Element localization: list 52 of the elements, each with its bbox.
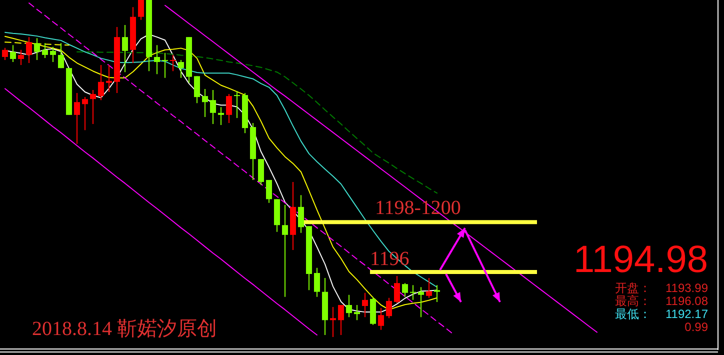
text: 1196.08 <box>666 294 708 308</box>
candlestick <box>34 38 40 60</box>
candlestick <box>386 297 392 319</box>
candlestick <box>50 46 56 63</box>
candlestick <box>346 294 352 318</box>
candlestick <box>122 24 128 73</box>
text: 0.99 <box>684 320 708 334</box>
text: 最低： <box>615 307 651 321</box>
candlestick <box>410 284 416 300</box>
candlestick <box>394 276 400 304</box>
candlestick <box>234 90 240 118</box>
candlestick <box>106 64 112 92</box>
candlestick <box>258 158 264 186</box>
candlestick <box>10 44 16 63</box>
candlestick <box>154 44 160 75</box>
candlestick <box>426 278 432 298</box>
text: 1193.99 <box>666 281 708 295</box>
candlestick <box>42 42 48 58</box>
candlestick <box>82 96 88 131</box>
candlestick <box>218 106 224 126</box>
candlestick <box>170 54 176 72</box>
candlestick <box>354 304 360 321</box>
candlestick <box>266 179 272 204</box>
candlestick <box>162 52 168 78</box>
candlestick <box>314 267 320 298</box>
text: 1192.17 <box>666 307 708 321</box>
candlestick <box>330 306 336 338</box>
candlestick <box>178 59 184 78</box>
text: 最高： <box>615 294 651 308</box>
candlestick <box>378 308 384 330</box>
candlestick <box>434 284 440 302</box>
candlestick <box>226 94 232 124</box>
candlestick <box>138 0 144 20</box>
candlestick <box>2 47 8 60</box>
candlestick <box>194 76 200 104</box>
candlestick <box>402 282 408 298</box>
candlestick <box>98 64 104 101</box>
candlestick <box>26 36 32 64</box>
text: 开盘： <box>615 281 651 295</box>
candlestick <box>90 89 96 125</box>
candlestick <box>282 204 288 298</box>
candlestick <box>362 292 368 318</box>
candlestick <box>202 88 208 118</box>
candlestick <box>338 304 344 336</box>
candlestick <box>18 49 24 66</box>
annotation: 2018.8.14 靳婼汐原创 <box>32 318 217 340</box>
candlestick <box>58 42 64 69</box>
candlestick <box>418 286 424 318</box>
candlestick <box>74 92 80 144</box>
candlestick <box>210 89 216 125</box>
candlestick <box>298 194 304 234</box>
annotation: 1194.98 <box>573 239 708 281</box>
